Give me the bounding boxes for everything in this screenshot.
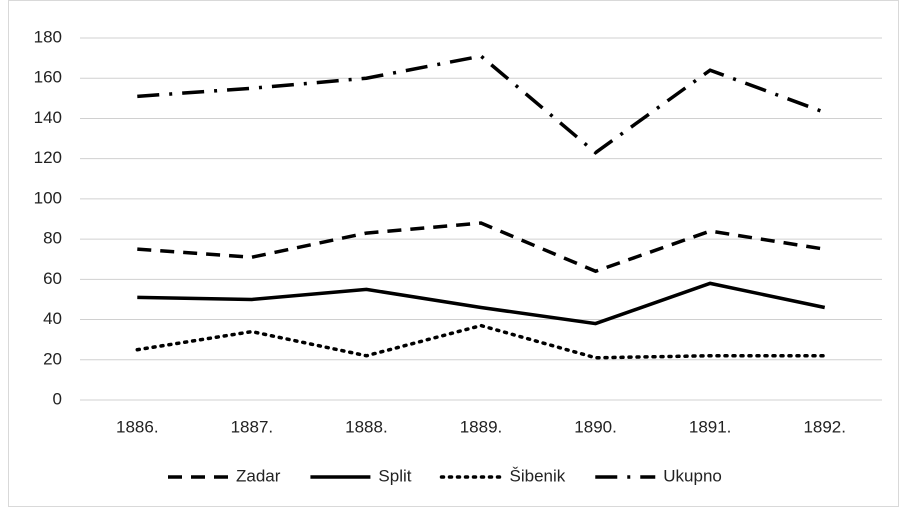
x-tick-label: 1890. <box>574 417 617 436</box>
x-tick-label: 1887. <box>231 417 274 436</box>
x-tick-label: 1889. <box>460 417 503 436</box>
x-tick-label: 1888. <box>345 417 388 436</box>
y-tick-label: 60 <box>43 269 62 288</box>
legend-label: Split <box>378 466 411 485</box>
series-line <box>137 221 825 274</box>
legend-label: Ukupno <box>663 466 722 485</box>
y-tick-label: 80 <box>43 229 62 248</box>
x-tick-label: 1891. <box>689 417 732 436</box>
legend-label: Zadar <box>236 466 281 485</box>
y-tick-label: 100 <box>34 188 62 207</box>
y-tick-label: 20 <box>43 349 62 368</box>
series-line <box>137 54 826 155</box>
y-tick-label: 140 <box>34 108 62 127</box>
y-tick-label: 120 <box>34 148 62 167</box>
series-line <box>135 323 827 360</box>
y-tick-label: 0 <box>53 389 62 408</box>
chart-border <box>8 0 899 507</box>
x-tick-label: 1886. <box>116 417 159 436</box>
legend-label: Šibenik <box>510 466 566 485</box>
x-tick-label: 1892. <box>803 417 846 436</box>
y-tick-label: 40 <box>43 309 62 328</box>
y-tick-label: 180 <box>34 27 62 46</box>
y-tick-label: 160 <box>34 68 62 87</box>
series-line <box>137 281 826 326</box>
